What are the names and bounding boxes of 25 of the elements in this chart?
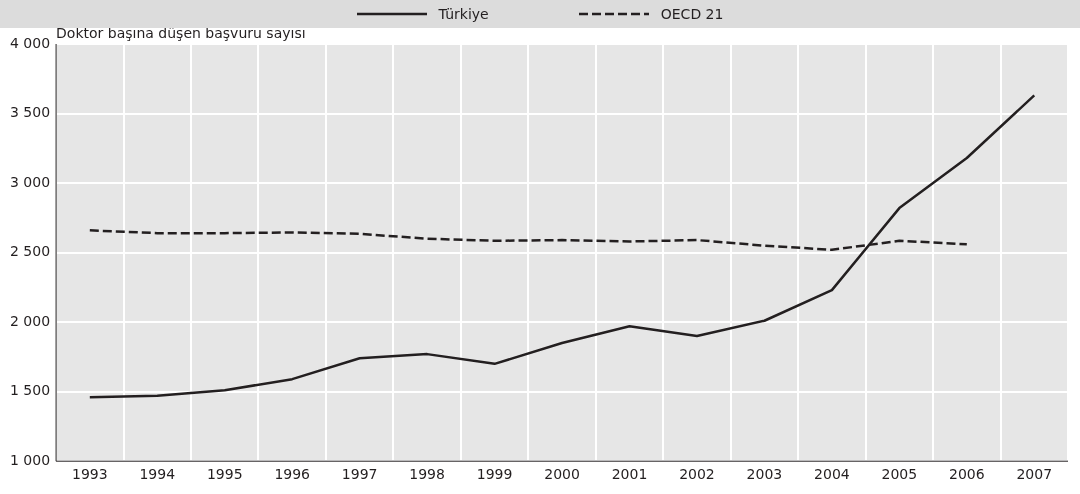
x-tick-label: 2000 [544,466,580,483]
x-tick-label: 2003 [746,466,783,483]
y-tick-label: 2 000 [9,312,51,329]
y-tick-label: 1 500 [9,382,51,399]
x-tick-label: 1998 [409,466,445,483]
y-tick-label: 3 000 [9,173,51,190]
x-tick-label: 2007 [1016,466,1053,483]
x-tick-label: 1994 [139,466,176,483]
legend-label: Türkiye [438,6,489,22]
y-axis-title: Doktor başına düşen başvuru sayısı [56,24,306,41]
x-tick-label: 1996 [274,466,311,483]
y-tick-label: 2 500 [9,243,51,260]
y-tick-label: 3 500 [9,104,51,121]
y-tick-label: 1 000 [9,451,51,468]
x-tick-label: 1993 [71,466,108,483]
x-tick-label: 2006 [948,466,985,483]
legend-label: OECD 21 [660,6,724,22]
x-tick-label: 1997 [341,466,378,483]
y-tick-label: 4 000 [9,34,51,51]
x-tick-label: 2002 [679,466,715,483]
x-tick-label: 1999 [476,466,513,483]
x-tick-label: 1995 [206,466,243,483]
x-tick-label: 2004 [814,466,850,483]
x-tick-label: 2005 [881,466,918,483]
x-tick-label: 2001 [611,466,648,483]
